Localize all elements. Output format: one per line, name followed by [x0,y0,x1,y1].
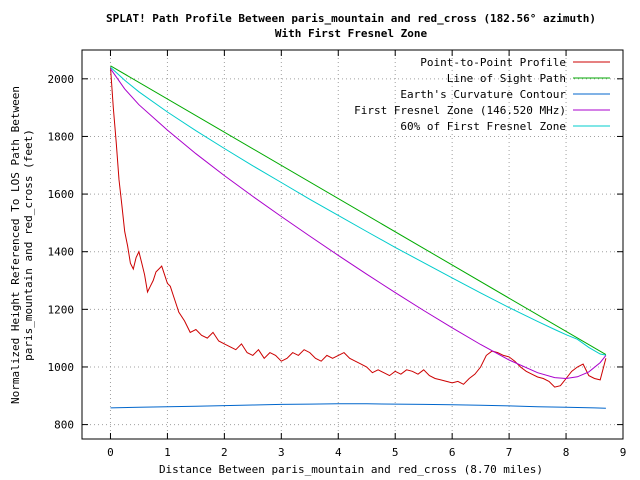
legend-label: Earth's Curvature Contour [400,88,566,101]
series-line-60-of-first-fresnel-zone [110,66,606,356]
x-tick-label: 7 [506,446,513,459]
grid-lines [82,50,624,439]
x-tick-label: 3 [278,446,285,459]
x-tick-label: 2 [221,446,228,459]
y-tick-label: 2000 [48,73,75,86]
legend-label: 60% of First Fresnel Zone [400,120,566,133]
x-tick-label: 4 [335,446,342,459]
y-tick-label: 1200 [48,303,75,316]
series-group [110,65,607,409]
legend-label: First Fresnel Zone (146.520 MHz) [354,104,566,117]
y-tick-label: 1000 [48,361,75,374]
legend-label: Point-to-Point Profile [420,56,566,69]
x-axis-label: Distance Between paris_mountain and red_… [159,463,543,476]
chart-title: SPLAT! Path Profile Between paris_mounta… [106,12,596,25]
y-axis-label-line2: paris_mountain and red_cross (feet) [22,129,35,361]
x-tick-label: 1 [164,446,171,459]
x-tick-label: 5 [392,446,399,459]
y-tick-label: 1600 [48,188,75,201]
y-axis-label-line1: Normalized Height Referenced To LOS Path… [9,86,22,404]
series-line-point-to-point-profile [110,67,607,388]
plot-frame [81,49,624,440]
series-line-earth-s-curvature-contour [110,403,606,409]
x-tick-label: 6 [449,446,456,459]
y-tick-label: 1800 [48,130,75,143]
series-line-line-of-sight-path [110,65,607,356]
y-tick-label: 800 [54,419,74,432]
series-line-first-fresnel-zone-146-520-mhz [110,68,607,380]
y-tick-label: 1400 [48,246,75,259]
legend: Point-to-Point Profile Line of Sight Path… [354,56,610,133]
chart-subtitle: With First Fresnel Zone [275,27,428,40]
x-tick-label: 0 [107,446,114,459]
legend-label: Line of Sight Path [447,72,566,85]
axis-ticks: 0 1 2 3 4 5 6 7 8 9 800 1000 1200 1400 1600 1800 2000 [48,50,627,459]
x-tick-label: 8 [563,446,570,459]
x-tick-label: 9 [620,446,627,459]
